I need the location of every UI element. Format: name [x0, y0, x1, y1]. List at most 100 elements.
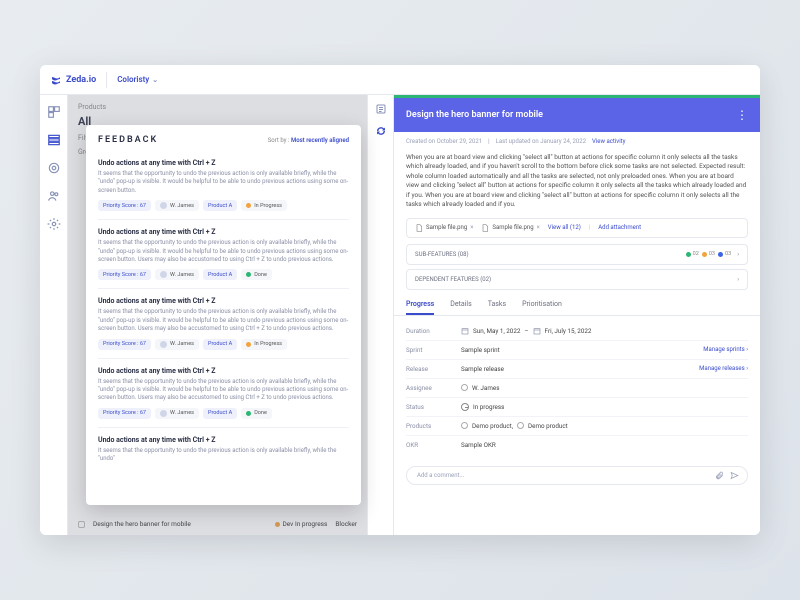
feedback-sort[interactable]: Sort by : Most recently aligned [268, 137, 349, 144]
nav-settings-icon[interactable] [47, 217, 61, 231]
manage-sprints-link[interactable]: Manage sprints › [703, 346, 748, 353]
comment-placeholder: Add a comment... [417, 472, 464, 479]
priority-score-tag: Priority Score : 67 [98, 339, 151, 350]
meta-sep: | [488, 138, 489, 145]
feedback-panel: FEEDBACK Sort by : Most recently aligned… [86, 125, 361, 505]
attach-icon[interactable] [715, 471, 724, 480]
file-icon [481, 224, 489, 232]
priority-score-tag: Priority Score : 67 [98, 408, 151, 419]
view-all-link[interactable]: View all (12) [548, 224, 581, 231]
row-release: Release Sample release Manage releases › [406, 360, 748, 379]
attachments-bar: Sample file.png × Sample file.png × View… [406, 218, 748, 238]
assignee-label: Assignee [406, 384, 461, 392]
row-status: Status In progress [406, 398, 748, 417]
close-icon[interactable]: × [470, 224, 473, 231]
tab-progress[interactable]: Progress [406, 300, 434, 315]
feedback-item[interactable]: Undo actions at any time with Ctrl + Z I… [98, 358, 349, 427]
subfeatures-row[interactable]: SUB-FEATURES (08) 020303 › [406, 244, 748, 265]
avatar-icon [461, 384, 468, 391]
feedback-item[interactable]: Undo actions at any time with Ctrl + Z I… [98, 151, 349, 219]
file-chip[interactable]: Sample file.png × [481, 224, 539, 232]
view-activity-link[interactable]: View activity [592, 138, 625, 145]
status-value: In progress [473, 403, 504, 411]
badge: 02 [686, 251, 699, 257]
workspace-selector[interactable]: Coloristy ⌄ [117, 75, 158, 84]
detail-title: Design the hero banner for mobile [406, 110, 543, 120]
badge: 03 [702, 251, 715, 257]
row-okr: OKR Sample OKR [406, 436, 748, 454]
product-icon [461, 422, 468, 429]
attach-sep: | [589, 224, 590, 231]
status-tag: In Progress [241, 200, 287, 211]
detail-pane: Design the hero banner for mobile ⋮ Crea… [394, 95, 760, 535]
feedback-item-body: It seems that the opportunity to undo th… [98, 378, 349, 403]
nav-target-icon[interactable] [47, 161, 61, 175]
feedback-item-title: Undo actions at any time with Ctrl + Z [98, 297, 349, 305]
feedback-item-body: It seems that the opportunity to undo th… [98, 170, 349, 195]
left-pane: Products All Filter Group FEEDBACK Sort … [68, 95, 368, 535]
tab-tasks[interactable]: Tasks [488, 300, 506, 315]
sprint-label: Sprint [406, 346, 461, 354]
feedback-item[interactable]: Undo actions at any time with Ctrl + Z I… [98, 427, 349, 472]
row-sprint: Sprint Sample sprint Manage sprints › [406, 341, 748, 360]
sort-label: Sort by : [268, 137, 290, 144]
mid-rail [368, 95, 394, 535]
sidebar-nav [40, 95, 68, 535]
brand-logo[interactable]: Zeda.io [50, 74, 96, 86]
dependent-row[interactable]: DEPENDENT FEATURES (02) › [406, 269, 748, 290]
status-tag: Done [241, 269, 272, 280]
file-chip[interactable]: Sample file.png × [415, 224, 473, 232]
products-label: Products [406, 422, 461, 430]
detail-tabs: Progress Details Tasks Prioritisation [394, 294, 760, 316]
detail-description: When you are at board view and clicking … [394, 151, 760, 218]
product-icon [517, 422, 524, 429]
row-assignee: Assignee W. James [406, 379, 748, 398]
chevron-down-icon: ⌄ [152, 76, 158, 84]
user-tag: W. James [155, 339, 199, 350]
nav-list-icon[interactable] [47, 133, 61, 147]
file-name: Sample file.png [492, 224, 533, 231]
workspace-name: Coloristy [117, 75, 149, 84]
feedback-item-body: It seems that the opportunity to undo th… [98, 239, 349, 264]
feedback-item[interactable]: Undo actions at any time with Ctrl + Z I… [98, 219, 349, 288]
status-tag: Done [241, 408, 272, 419]
feedback-item-title: Undo actions at any time with Ctrl + Z [98, 436, 349, 444]
okr-value: Sample OKR [461, 441, 496, 449]
nav-dashboard-icon[interactable] [47, 105, 61, 119]
tab-details[interactable]: Details [450, 300, 471, 315]
feedback-item-body: It seems that the opportunity to undo th… [98, 308, 349, 333]
detail-header: Design the hero banner for mobile ⋮ [394, 95, 760, 132]
send-icon[interactable] [730, 471, 739, 480]
tab-prioritisation[interactable]: Prioritisation [522, 300, 562, 315]
duration-value[interactable]: Sun, May 1, 2022 – Fri, July 15, 2022 [461, 327, 748, 335]
user-tag: W. James [155, 408, 199, 419]
feedback-item-title: Undo actions at any time with Ctrl + Z [98, 228, 349, 236]
details-icon[interactable] [375, 103, 387, 115]
row-duration: Duration Sun, May 1, 2022 – Fri, July 15… [406, 322, 748, 341]
calendar-icon [461, 327, 469, 335]
duration-label: Duration [406, 327, 461, 335]
subfeatures-label: SUB-FEATURES (08) [415, 251, 469, 258]
manage-releases-link[interactable]: Manage releases › [699, 365, 748, 372]
close-icon[interactable]: × [537, 224, 540, 231]
feedback-title: FEEDBACK [98, 135, 158, 145]
status-label: Status [406, 403, 461, 411]
feedback-list[interactable]: Undo actions at any time with Ctrl + Z I… [86, 151, 361, 505]
more-menu-icon[interactable]: ⋮ [736, 108, 748, 122]
dependent-label: DEPENDENT FEATURES (02) [415, 276, 491, 283]
logo-icon [50, 74, 62, 86]
feedback-item[interactable]: Undo actions at any time with Ctrl + Z I… [98, 288, 349, 357]
user-tag: W. James [155, 200, 199, 211]
brand-name: Zeda.io [66, 75, 96, 85]
release-label: Release [406, 365, 461, 373]
nav-group-icon[interactable] [47, 189, 61, 203]
refresh-icon[interactable] [375, 125, 387, 137]
created-text: Created on October 29, 2021 [406, 138, 482, 145]
add-attachment-link[interactable]: Add attachment [598, 224, 641, 231]
release-value: Sample release [461, 365, 504, 373]
sort-value: Most recently aligned [291, 137, 349, 144]
topbar: Zeda.io Coloristy ⌄ [40, 65, 760, 95]
feedback-item-title: Undo actions at any time with Ctrl + Z [98, 159, 349, 167]
comment-input[interactable]: Add a comment... [406, 466, 748, 485]
product-tag: Product A [203, 200, 237, 211]
